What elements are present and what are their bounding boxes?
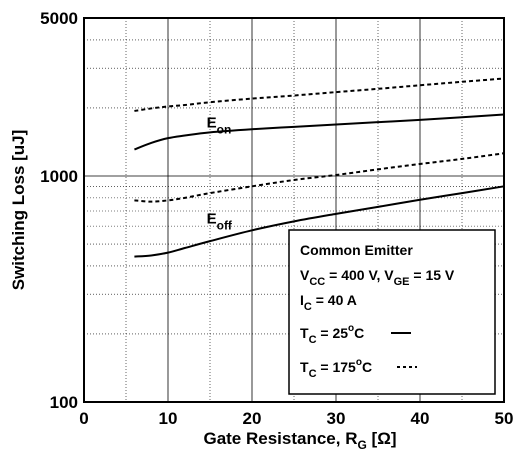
legend-line-4: TC = 175oC xyxy=(300,357,372,380)
series-eon-175c-line xyxy=(134,77,505,112)
legend-line-1: VCC = 400 V, VGE = 15 V xyxy=(300,267,455,288)
x-tick-label: 20 xyxy=(243,409,262,428)
y-tick-labels: 100 1000 5000 xyxy=(40,9,78,412)
curve-label-eon: Eon xyxy=(207,114,232,136)
x-axis-label: Gate Resistance, RG [Ω] xyxy=(203,429,396,452)
series-eoff-175c-line xyxy=(134,152,505,203)
plot-area xyxy=(83,17,505,403)
x-tick-label: 40 xyxy=(411,409,430,428)
x-tick-label: 30 xyxy=(327,409,346,428)
legend-line-2: IC = 40 A xyxy=(300,292,357,313)
axis-labels: Gate Resistance, RG [Ω] Switching Loss [u… xyxy=(9,130,397,452)
legend-box xyxy=(288,229,496,395)
legend-title: Common Emitter xyxy=(300,242,413,258)
y-tick-label: 1000 xyxy=(40,167,78,186)
y-tick-label: 5000 xyxy=(40,9,78,28)
x-tick-label: 0 xyxy=(79,409,88,428)
x-tick-label: 50 xyxy=(495,409,514,428)
y-axis-label: Switching Loss [uJ] xyxy=(9,130,28,291)
curve-label-eoff: Eoff xyxy=(207,211,233,233)
x-tick-label: 10 xyxy=(159,409,178,428)
legend: Common Emitter VCC = 400 V, VGE = 15 V IC … xyxy=(288,229,496,395)
x-tick-labels: 0 10 20 30 40 50 xyxy=(79,409,513,428)
y-tick-label: 100 xyxy=(50,393,78,412)
plot-frame xyxy=(83,17,505,403)
series-eoff-25c-line xyxy=(134,185,505,258)
curve-labels: Eon Eoff xyxy=(207,114,233,232)
series-eon-25c-line xyxy=(134,113,505,151)
legend-line-3: TC = 25oC xyxy=(300,323,364,346)
series-layer xyxy=(134,77,505,258)
